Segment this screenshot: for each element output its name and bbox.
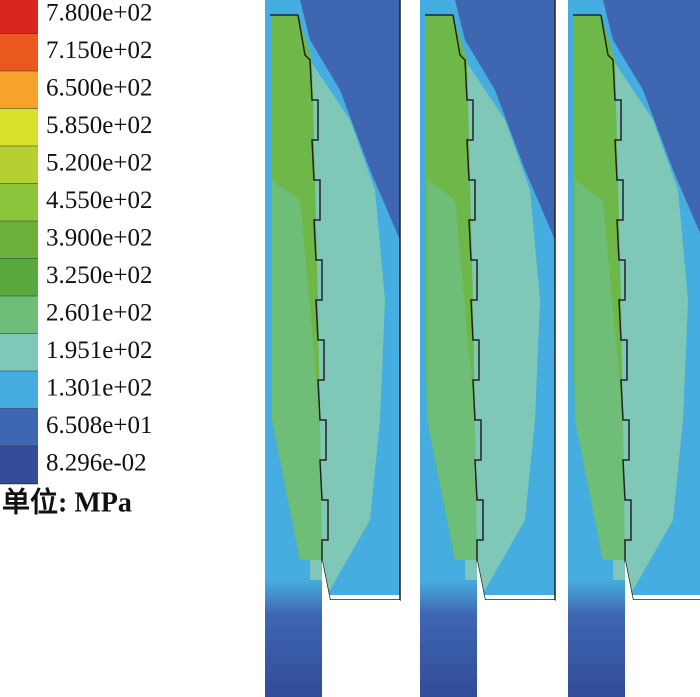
legend-label: 1.951e+02 [46, 337, 152, 364]
unit-label: 单位: MPa [2, 485, 132, 518]
legend-label: 6.508e+01 [46, 412, 152, 439]
contour-panel [567, 0, 700, 697]
legend-swatch [0, 183, 38, 222]
legend-label: 7.800e+02 [46, 0, 152, 27]
legend-swatch [0, 446, 38, 484]
legend-label: 5.200e+02 [46, 150, 152, 177]
legend-swatch [0, 33, 38, 72]
legend-swatch [0, 71, 38, 109]
legend-swatch [0, 0, 38, 34]
legend-label: 5.850e+02 [46, 112, 152, 139]
legend-swatch [0, 258, 38, 297]
legend-label: 8.296e-02 [46, 450, 147, 477]
legend-label: 3.250e+02 [46, 262, 152, 289]
legend-swatch [0, 371, 38, 409]
contour-panel [419, 0, 556, 697]
legend: 7.800e+02 7.150e+02 6.500e+02 5.850e+02 5.20… [0, 0, 152, 485]
legend-label: 2.601e+02 [46, 300, 152, 327]
legend-swatch [0, 108, 38, 147]
legend-swatch [0, 333, 38, 372]
legend-label: 4.550e+02 [46, 187, 152, 214]
legend-swatch [0, 296, 38, 334]
legend-swatch [0, 221, 38, 259]
legend-label: 1.301e+02 [46, 375, 152, 402]
legend-swatch [0, 146, 38, 184]
legend-swatch [0, 408, 38, 447]
legend-label: 7.150e+02 [46, 37, 152, 64]
legend-label: 6.500e+02 [46, 75, 152, 102]
contour-panel [264, 0, 401, 697]
legend-label: 3.900e+02 [46, 225, 152, 252]
